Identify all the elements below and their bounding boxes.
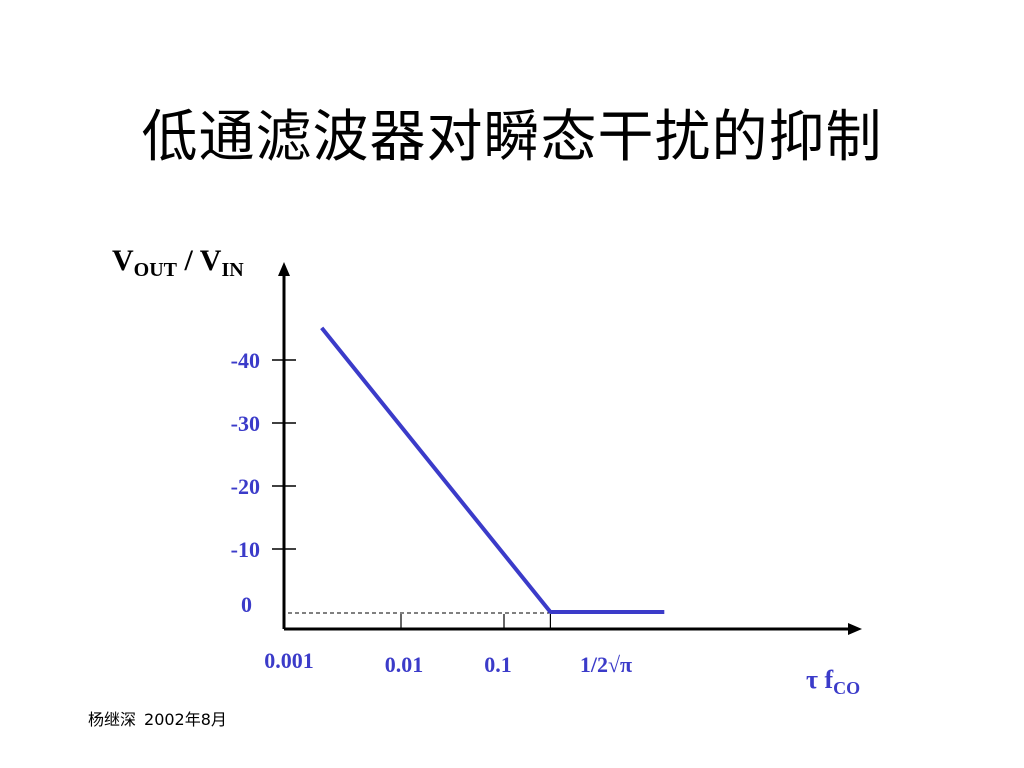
x-tick-label: 1/2√π — [580, 652, 632, 677]
x-tick-label: 0.001 — [264, 648, 314, 673]
y-tick-label: 0 — [241, 592, 252, 617]
y-tick-label: -20 — [231, 474, 260, 499]
y-axis-label: VOUT / VIN — [112, 244, 244, 281]
y-tick-label: -30 — [231, 411, 260, 436]
x-axis-label: τ fCO — [806, 665, 860, 698]
slide-title: 低通滤波器对瞬态干扰的抑制 — [141, 105, 883, 170]
x-tick-label: 0.01 — [385, 652, 424, 677]
x-axis-arrow — [848, 623, 862, 635]
footer-date: 2002年8月 — [144, 710, 227, 729]
footer: 杨继深 2002年8月 — [88, 706, 235, 730]
footer-author: 杨继深 — [88, 710, 137, 729]
series-line — [320, 326, 665, 614]
y-axis-arrow — [278, 262, 290, 276]
x-tick-label: 0.1 — [484, 652, 512, 677]
y-tick-label: -40 — [231, 348, 260, 373]
y-tick-label: -10 — [231, 537, 260, 562]
